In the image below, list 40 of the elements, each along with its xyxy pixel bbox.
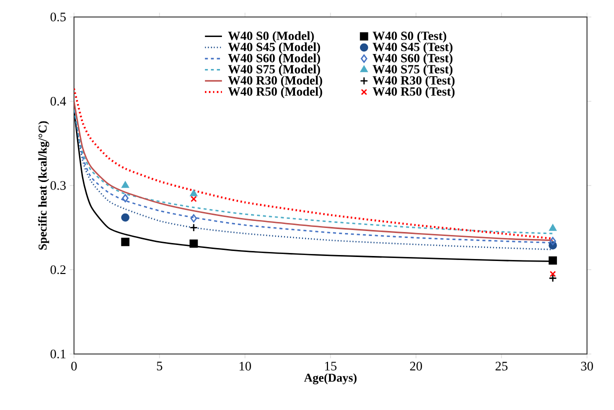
legend-label: W40 S75 (Model)	[228, 64, 320, 76]
x-tick-label: 15	[325, 362, 336, 370]
point	[121, 238, 130, 246]
legend-label: W40 R50 (Test)	[372, 86, 455, 98]
legend-label: W40 S45 (Test)	[372, 42, 452, 54]
x-tick-label: 25	[496, 362, 508, 370]
legend-label: W40 R30 (Test)	[372, 76, 455, 88]
legend-label: W40 S60 (Test)	[372, 54, 452, 65]
point	[550, 270, 556, 278]
point	[548, 256, 557, 265]
point	[549, 224, 556, 231]
legend-label: W40 S75 (Test)	[372, 64, 452, 76]
y-axis-title: Specific heat (kcal/kg/°C)	[38, 121, 50, 250]
legend-label: W40 S0 (Test)	[372, 31, 446, 43]
point	[190, 223, 198, 232]
legend-label: W40 R50 (Model)	[228, 86, 322, 98]
point	[121, 213, 130, 222]
x-tick-label: 30	[581, 362, 593, 371]
legend-label: W40 S60 (Model)	[228, 54, 320, 65]
point	[190, 196, 197, 202]
point	[190, 190, 198, 196]
y-tick-label: 0.1	[50, 350, 66, 358]
legend-label: W40 S45 (Model)	[228, 42, 320, 54]
point	[122, 194, 129, 202]
x-tick-label: 20	[410, 362, 422, 371]
x-tick-label: 0	[71, 362, 77, 371]
point	[550, 236, 556, 246]
legend-label: W40 R30 (Model)	[228, 76, 322, 88]
legend-label: W40 S0 (Model)	[228, 31, 314, 43]
y-tick-label: 0.4	[50, 96, 66, 106]
x-tick-label: 10	[240, 362, 251, 371]
point	[190, 214, 197, 222]
point	[122, 181, 129, 188]
x-axis-title: Age(Days)	[304, 373, 357, 384]
x-tick-label: 5	[157, 362, 162, 370]
point	[548, 274, 557, 282]
y-tick-label: 0.2	[50, 265, 66, 274]
y-tick-label: 0.3	[50, 181, 66, 190]
point	[190, 239, 198, 248]
y-tick-label: 0.5	[50, 12, 66, 22]
